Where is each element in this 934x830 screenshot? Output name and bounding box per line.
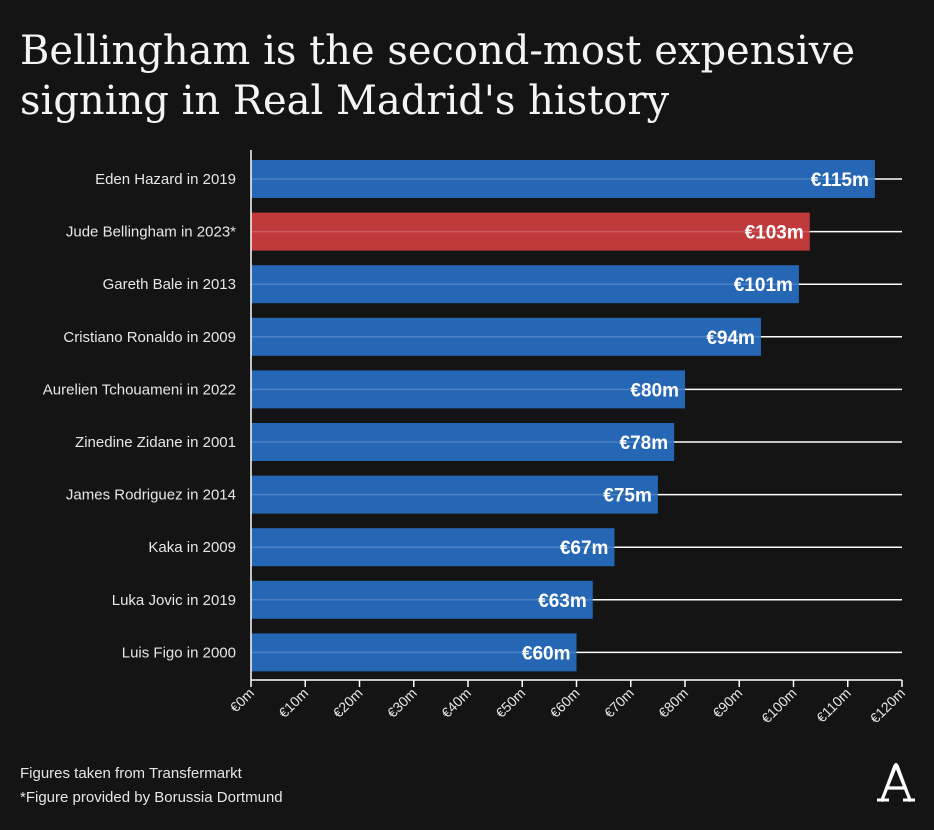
x-tick-label: €90m [709, 685, 745, 721]
title-line-2: signing in Real Madrid's history [20, 78, 670, 124]
category-label: Aurelien Tchouameni in 2022 [43, 381, 236, 398]
category-label: Jude Bellingham in 2023* [66, 224, 236, 241]
value-label: €80m [630, 380, 679, 401]
x-tick-label: €10m [275, 685, 311, 721]
x-tick-label: €50m [492, 685, 528, 721]
x-tick-label: €30m [384, 685, 420, 721]
bar [251, 160, 875, 198]
x-tick-label: €80m [655, 685, 691, 721]
value-label: €94m [706, 328, 755, 349]
value-label: €67m [560, 538, 609, 559]
value-label: €115m [811, 170, 869, 191]
category-label: James Rodriguez in 2014 [66, 487, 236, 504]
value-label: €103m [745, 223, 804, 244]
bar [251, 317, 761, 356]
bar [251, 633, 577, 672]
x-tick-label: €110m [813, 685, 854, 726]
value-label: €63m [538, 591, 587, 612]
category-label: Cristiano Ronaldo in 2009 [63, 329, 236, 346]
value-label: €75m [603, 486, 652, 507]
value-label: €78m [620, 433, 669, 454]
category-label: Zinedine Zidane in 2001 [75, 434, 236, 451]
category-labels: Eden Hazard in 2019 Jude Bellingham in 20… [43, 171, 236, 661]
bar [251, 370, 685, 409]
x-tick-label: €0m [227, 685, 258, 716]
x-tick-label: €60m [547, 685, 583, 721]
x-tick-label: €100m [758, 685, 800, 727]
category-label: Luka Jovic in 2019 [112, 592, 236, 609]
source-notes: Figures taken from Transfermarkt *Figure… [20, 762, 283, 810]
value-labels: €115m €103m €101m €94m €80m €78m €75m €67m €63m €… [522, 170, 869, 664]
source-note: Figures taken from Transfermarkt [20, 765, 242, 782]
value-label: €60m [522, 643, 571, 664]
value-label: €101m [734, 275, 793, 296]
x-tick-label: €20m [330, 685, 366, 721]
bar [251, 212, 810, 251]
bar [251, 475, 658, 514]
x-tick-label: €120m [867, 685, 909, 727]
bar [251, 423, 675, 461]
chart-title: Bellingham is the second-most expensive … [20, 26, 920, 126]
bar [251, 528, 615, 567]
bars [251, 160, 875, 672]
footnote: *Figure provided by Borussia Dortmund [20, 789, 283, 806]
bar [251, 580, 593, 619]
athletic-logo-icon [877, 762, 915, 803]
bar [251, 265, 799, 304]
category-label: Luis Figo in 2000 [122, 644, 236, 661]
category-label: Kaka in 2009 [148, 539, 236, 556]
category-label: Gareth Bale in 2013 [103, 276, 236, 293]
x-tick-label: €70m [601, 685, 637, 721]
category-label: Eden Hazard in 2019 [95, 171, 236, 188]
x-tick-label: €40m [438, 685, 474, 721]
title-line-1: Bellingham is the second-most expensive [20, 28, 856, 74]
